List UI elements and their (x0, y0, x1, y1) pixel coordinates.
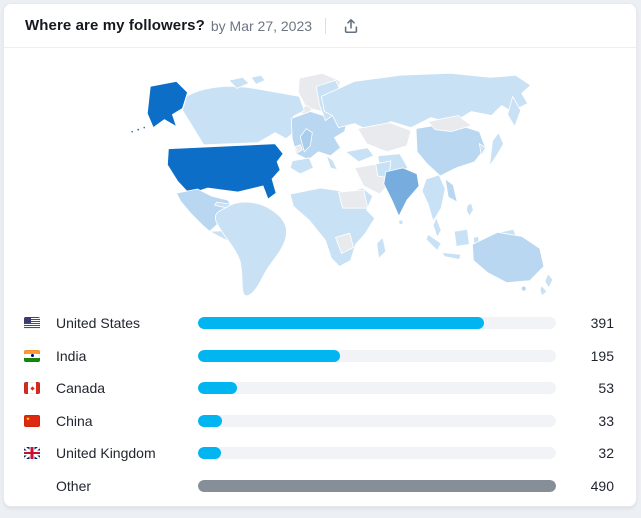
map-india (383, 167, 420, 218)
map-alaska (146, 80, 188, 129)
country-label: United States (56, 315, 141, 332)
bar-fill (198, 382, 237, 395)
bar-fill (198, 349, 341, 362)
world-map (130, 72, 554, 297)
map-australia (471, 231, 545, 284)
map-asia (320, 72, 532, 260)
country-flag-icon (24, 317, 40, 330)
country-value: 53 (598, 380, 614, 397)
map-united-kingdom (299, 128, 313, 153)
followers-widget-card: Where are my followers? by Mar 27, 2023 (3, 3, 637, 507)
country-label: Canada (56, 380, 106, 397)
country-row: Canada 53 (4, 372, 636, 405)
bar-track (198, 479, 556, 492)
map-south-america (214, 201, 287, 297)
country-label: Other (56, 477, 92, 494)
widget-byline: by Mar 27, 2023 (210, 17, 313, 34)
country-value: 490 (590, 477, 614, 494)
country-flag-icon (24, 382, 40, 395)
country-row: Other 490 (4, 470, 636, 503)
map-africa (289, 187, 387, 268)
bar-track (198, 317, 556, 330)
widget-header: Where are my followers? by Mar 27, 2023 (4, 4, 636, 48)
country-value: 391 (590, 315, 614, 332)
upload-icon (344, 18, 358, 33)
widget-title: Where are my followers? (25, 17, 205, 34)
country-bar-list: United States 391 India 195 Canada 53 Ch… (4, 307, 636, 502)
country-label: India (56, 347, 87, 364)
bar-track (198, 447, 556, 460)
country-label: China (56, 412, 93, 429)
bar-fill (198, 479, 556, 492)
country-row: China 33 (4, 405, 636, 438)
country-value: 32 (598, 445, 614, 462)
share-button[interactable] (339, 14, 363, 38)
bar-track (198, 349, 556, 362)
bar-fill (198, 447, 222, 460)
country-flag-icon (24, 447, 40, 460)
country-row: United States 391 (4, 307, 636, 340)
country-flag-icon (24, 349, 40, 362)
country-row: India 195 (4, 340, 636, 373)
bar-track (198, 414, 556, 427)
bar-track (198, 382, 556, 395)
country-label: United Kingdom (56, 445, 156, 462)
country-row: United Kingdom 32 (4, 437, 636, 470)
country-value: 33 (598, 412, 614, 429)
header-divider (325, 17, 327, 34)
map-oceania (471, 228, 554, 297)
map-united-states (166, 143, 284, 200)
country-flag-icon (24, 414, 40, 427)
bar-fill (198, 414, 223, 427)
map-north-america (130, 72, 341, 245)
country-value: 195 (590, 347, 614, 364)
bar-fill (198, 317, 484, 330)
